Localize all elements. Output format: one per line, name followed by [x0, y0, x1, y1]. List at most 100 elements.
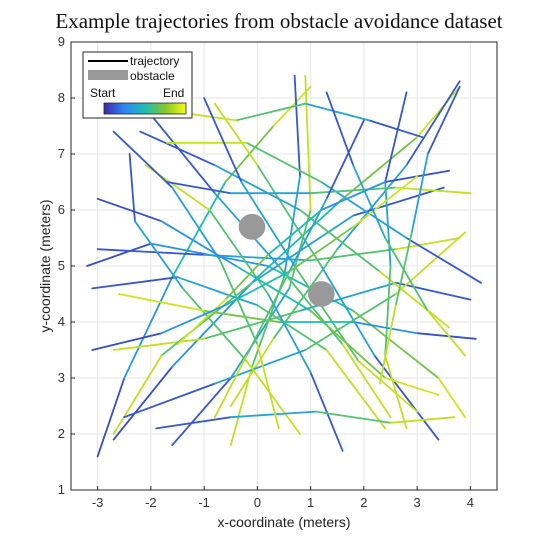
obstacles — [238, 213, 335, 307]
trajectory-segment — [133, 220, 184, 290]
trajectory-segment — [245, 270, 291, 357]
trajectory-segment — [352, 309, 440, 379]
trajectory-segment — [256, 164, 323, 267]
y-tick-label: 6 — [58, 202, 65, 217]
trajectory-25 — [165, 181, 472, 195]
trajectory-segment — [165, 181, 232, 195]
trajectory-segment — [219, 259, 259, 346]
trajectory-segment — [176, 298, 227, 346]
trajectory-segment — [245, 360, 301, 435]
trajectory-segment — [384, 354, 408, 430]
trajectory-segment — [91, 332, 163, 351]
trajectory-29 — [378, 85, 461, 385]
obstacle-2 — [308, 281, 335, 307]
trajectory-segment — [123, 276, 174, 379]
trajectory-30 — [325, 91, 467, 357]
trajectory-segment — [389, 416, 456, 424]
trajectory-23 — [96, 197, 440, 396]
trajectory-segment — [405, 80, 461, 167]
x-tick-label: 2 — [360, 495, 367, 510]
y-tick-label: 4 — [58, 314, 65, 329]
trajectory-segment — [245, 141, 323, 183]
trajectory-segment — [384, 237, 429, 312]
trajectory-segment — [203, 97, 243, 183]
trajectory-segment — [235, 102, 307, 122]
ticks: -3 -2 -1 0 1 2 3 4 1 2 3 4 5 6 7 8 9 — [58, 34, 474, 510]
trajectory-segment — [235, 265, 312, 312]
x-tick-label: 0 — [254, 495, 261, 510]
trajectory-segment — [213, 164, 301, 211]
colorbar-start-label: Start — [90, 86, 116, 100]
trajectories — [86, 74, 482, 458]
trajectory-segment — [426, 85, 461, 155]
trajectory-segment — [325, 91, 355, 167]
trajectory-segment — [325, 349, 387, 430]
trajectory-7 — [112, 281, 472, 351]
trajectory-segment — [437, 377, 467, 419]
x-axis-label: x-coordinate (meters) — [217, 514, 350, 530]
trajectory-segment — [384, 181, 392, 267]
trajectory-segment — [267, 293, 312, 374]
trajectory-21 — [112, 130, 280, 430]
trajectory-segment — [203, 253, 312, 262]
trajectory-segment — [118, 293, 206, 312]
trajectory-segment — [203, 309, 280, 323]
trajectory-segment — [123, 382, 216, 419]
trajectory-segment — [368, 119, 424, 139]
trajectory-24 — [118, 293, 477, 340]
trajectory-segment — [224, 253, 269, 301]
trajectory-8 — [112, 186, 445, 435]
trajectory-segment — [149, 113, 216, 195]
trajectory-segment — [384, 91, 408, 183]
trajectory-segment — [325, 119, 365, 200]
trajectory-segment — [394, 281, 472, 301]
trajectory-segment — [405, 237, 482, 284]
trajectory-14 — [123, 231, 467, 419]
trajectory-segment — [309, 186, 397, 195]
trajectory-segment — [394, 186, 472, 195]
trajectory-segment — [155, 416, 232, 430]
trajectory-segment — [314, 410, 392, 424]
legend-obstacle-swatch — [88, 70, 128, 80]
trajectory-segment — [352, 164, 387, 239]
trajectory-segment — [256, 343, 280, 430]
chart-title: Example trajectories from obstacle avoid… — [55, 9, 502, 33]
trajectory-segment — [378, 270, 451, 329]
trajectory-26 — [213, 119, 365, 419]
x-tick-label: -3 — [92, 495, 104, 510]
trajectory-segment — [112, 130, 174, 189]
trajectory-segment — [416, 85, 461, 139]
trajectory-segment — [394, 237, 461, 251]
trajectory-segment — [320, 265, 376, 357]
legend-trajectory-label: trajectory — [130, 54, 179, 68]
trajectory-19 — [155, 410, 456, 430]
trajectory-segment — [171, 377, 232, 447]
trajectory-segment — [112, 337, 206, 351]
trajectory-segment — [112, 365, 174, 441]
trajectory-segment — [341, 136, 419, 200]
legend: trajectory obstacle Start End — [82, 51, 193, 119]
y-tick-label: 3 — [58, 370, 65, 385]
x-tick-label: 1 — [307, 495, 314, 510]
trajectory-segment — [240, 181, 296, 267]
y-tick-label: 2 — [58, 426, 65, 441]
trajectory-segment — [86, 242, 152, 267]
trajectory-segment — [229, 337, 275, 407]
trajectory-13 — [139, 130, 451, 329]
trajectory-17 — [128, 153, 301, 435]
trajectory-segment — [352, 321, 419, 335]
trajectory-segment — [128, 153, 136, 223]
trajectory-segment — [171, 186, 222, 262]
trajectory-segment — [352, 175, 419, 228]
trajectory-segment — [320, 181, 387, 211]
trajectory-segment — [176, 276, 259, 307]
trajectory-segment — [160, 281, 253, 357]
trajectory-segment — [91, 276, 179, 290]
trajectory-segment — [373, 354, 440, 441]
trajectory-segment — [256, 197, 344, 279]
y-tick-label: 8 — [58, 90, 65, 105]
trajectory-segment — [96, 248, 206, 256]
trajectory-segment — [267, 209, 323, 256]
trajectory-segment — [203, 309, 301, 340]
trajectory-segment — [139, 130, 216, 167]
